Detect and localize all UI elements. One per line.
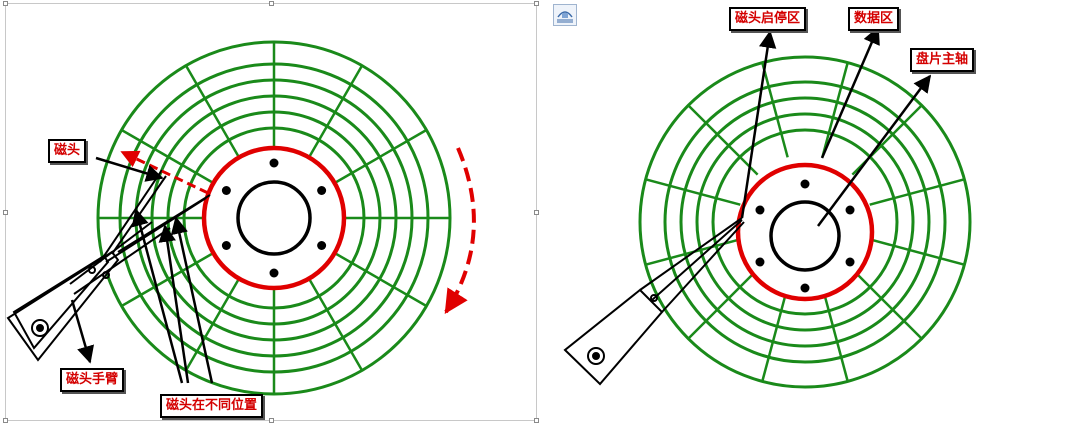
sector-line [851, 268, 923, 340]
right-sector-lines [645, 62, 965, 382]
spindle-bolt [755, 257, 765, 267]
sector-line [687, 104, 759, 176]
label-head-arm: 磁头手臂 [60, 368, 125, 392]
resize-handle-mid-left[interactable] [3, 210, 8, 215]
right-pointer-arrows [740, 26, 932, 227]
right-spindle-bolts [755, 179, 855, 293]
left-head-dashed-path [120, 150, 209, 195]
resize-handle-top-left[interactable] [3, 1, 8, 6]
resize-handle-bottom-mid[interactable] [269, 418, 274, 423]
sector-line [761, 286, 789, 382]
sector-line [687, 268, 759, 340]
spindle-bolt [755, 205, 765, 215]
spindle-bolt [845, 257, 855, 267]
left-hub-ring [201, 145, 347, 291]
resize-handle-bottom-right[interactable] [534, 418, 539, 423]
label-spindle: 盘片主轴 [910, 48, 975, 72]
sector-line [307, 277, 364, 372]
sector-line [869, 238, 965, 266]
sector-line [645, 178, 741, 206]
label-head-positions: 磁头在不同位置 [160, 394, 264, 418]
left-spindle-bolts [221, 158, 327, 278]
label-park-zone: 磁头启停区 [729, 7, 807, 31]
resize-handle-mid-right[interactable] [534, 210, 539, 215]
right-platter [638, 55, 972, 389]
sector-line [307, 64, 364, 159]
spindle-bolt [800, 283, 810, 293]
left-platter [96, 40, 476, 396]
sector-line [333, 128, 428, 185]
sector-line [761, 62, 789, 158]
resize-handle-top-mid[interactable] [269, 1, 274, 6]
spindle-bolt [221, 186, 231, 195]
left-head-arm [6, 169, 211, 362]
label-head: 磁头 [48, 139, 87, 163]
sector-line [120, 251, 215, 308]
sector-line [184, 64, 241, 159]
sector-line [869, 178, 965, 206]
layout-options-icon[interactable] [553, 4, 577, 26]
spindle-bolt [317, 186, 327, 195]
resize-handle-bottom-left[interactable] [3, 418, 8, 423]
sector-line [821, 286, 849, 382]
sector-line [184, 277, 241, 372]
left-spindle-circle [236, 180, 312, 256]
resize-handle-top-right[interactable] [534, 1, 539, 6]
left-rotation-arrow [444, 147, 476, 315]
spindle-bolt [221, 241, 231, 250]
sector-line [120, 128, 215, 185]
spindle-bolt [800, 179, 810, 189]
sector-line [821, 62, 849, 158]
sector-line [333, 251, 428, 308]
right-spindle-circle [769, 200, 841, 272]
left-pointer-arrows [70, 156, 214, 384]
right-head-arm [563, 217, 745, 386]
right-tracks [638, 55, 972, 389]
spindle-bolt [269, 158, 279, 168]
label-data-zone: 数据区 [848, 7, 900, 31]
spindle-bolt [269, 268, 279, 278]
spindle-bolt [845, 205, 855, 215]
spindle-bolt [317, 241, 327, 250]
left-sector-lines [98, 42, 450, 394]
